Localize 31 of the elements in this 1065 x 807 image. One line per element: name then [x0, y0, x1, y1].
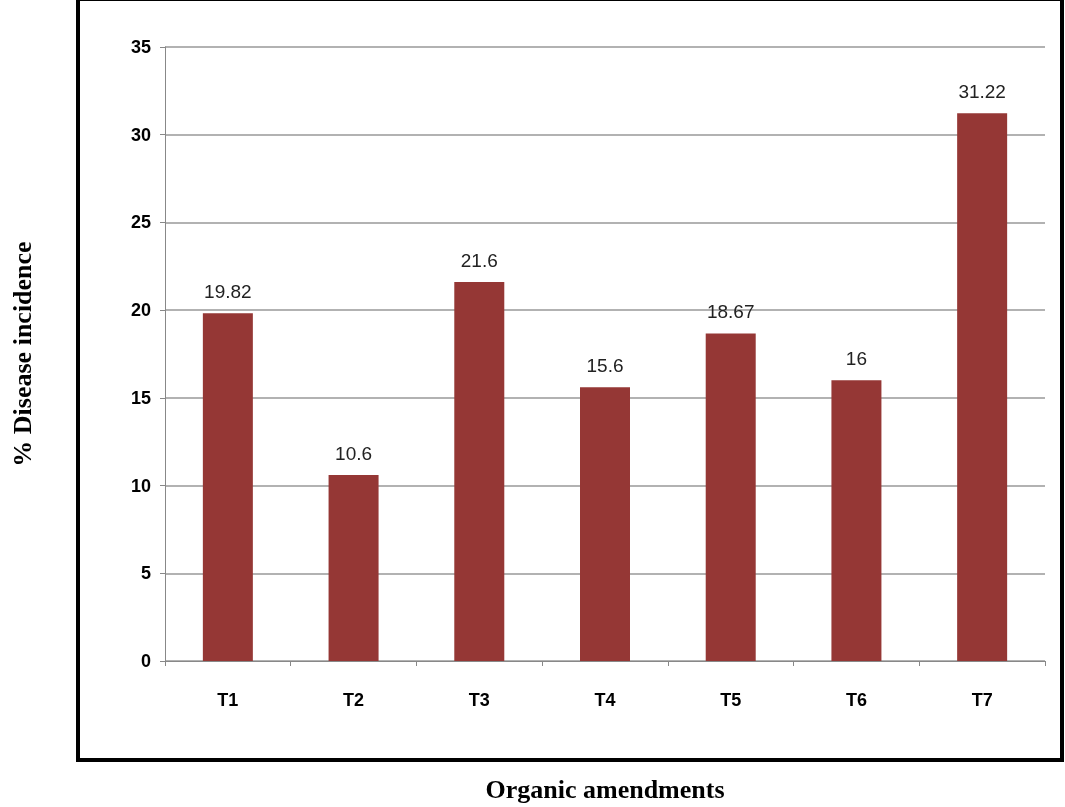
- y-axis-title: % Disease incidence: [7, 241, 37, 467]
- y-tick-label: 35: [130, 37, 151, 57]
- bar: [454, 282, 505, 661]
- data-label: 21.6: [460, 250, 498, 272]
- x-tick-label: T4: [594, 690, 616, 710]
- data-label: 16: [845, 348, 867, 370]
- y-tick-label: 5: [140, 563, 151, 584]
- x-tick-label: T1: [217, 690, 239, 710]
- y-tick-label: 10: [130, 475, 151, 496]
- y-tick-label: 15: [130, 387, 151, 408]
- bar: [957, 113, 1008, 661]
- y-tick-label: 0: [140, 651, 151, 671]
- bar: [705, 333, 756, 661]
- x-tick-label: T7: [971, 690, 993, 710]
- bar: [202, 313, 253, 661]
- bar: [328, 475, 379, 661]
- y-tick-label: 30: [130, 124, 151, 145]
- y-tick-label: 20: [130, 300, 151, 321]
- x-tick-label: T5: [720, 690, 742, 710]
- bar: [831, 380, 882, 661]
- y-tick-label: 25: [130, 212, 151, 233]
- bar: [580, 387, 630, 661]
- x-axis-title: Organic amendments: [485, 774, 725, 804]
- x-tick-label: T2: [343, 690, 365, 710]
- data-label: 19.82: [204, 281, 252, 303]
- x-tick-label: T6: [845, 690, 867, 710]
- data-label: 18.67: [706, 301, 755, 323]
- data-label: 10.6: [335, 443, 373, 465]
- data-label: 15.6: [586, 355, 624, 377]
- x-tick-label: T3: [468, 690, 490, 710]
- data-label: 31.22: [958, 81, 1006, 103]
